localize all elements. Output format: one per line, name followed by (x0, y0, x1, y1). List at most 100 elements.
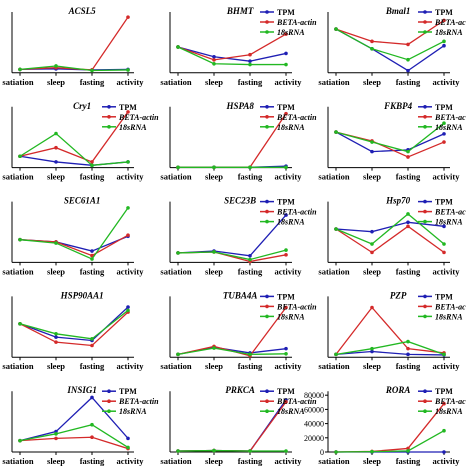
x-tick-label: satiation (160, 266, 191, 276)
chart-panel-cry1: Cry1 satiation sleep fasting activity TPMBETA… (2, 101, 159, 182)
x-tick-label: activity (275, 172, 303, 182)
data-point-18srna (212, 250, 216, 254)
data-point-18srna (248, 352, 252, 357)
data-point-18srna (90, 337, 94, 341)
x-tick-label: sleep (47, 77, 65, 87)
data-point-tpm (442, 450, 446, 454)
x-tick-label: satiation (318, 456, 349, 466)
data-point-18srna (284, 165, 288, 170)
data-point-beta-actin (54, 145, 58, 150)
y-tick-label: 60000 (304, 405, 324, 414)
data-point-18srna (126, 206, 130, 210)
legend-marker (265, 105, 269, 109)
data-point-18srna (248, 165, 252, 170)
x-tick-label: sleep (363, 361, 381, 371)
series-line-tpm (335, 221, 445, 233)
data-point-18srna (370, 449, 374, 454)
series-line-18srna (335, 430, 445, 453)
chart-panel-acsl5: ACSL5 satiation sleep fasting activity (2, 6, 144, 87)
legend-marker (423, 20, 427, 24)
legend-marker (265, 409, 269, 414)
series-line-18srna (19, 309, 129, 340)
legend-marker (423, 389, 427, 394)
series-line-beta-actin (335, 306, 445, 355)
x-tick-label: activity (275, 266, 303, 276)
legend-label: BETA-ac (434, 302, 466, 311)
x-tick-label: activity (275, 456, 303, 466)
series-line-18srna (19, 424, 129, 449)
y-tick-label: 80000 (304, 391, 324, 400)
chart-panel-sec23b: SEC23B satiation sleep fasting activity TPMBE… (160, 196, 317, 277)
data-point-18srna (126, 445, 130, 450)
data-point-beta-actin (442, 18, 446, 23)
chart-panel-hsp70: Hsp70 satiation sleep fasting activity TPMBET… (318, 196, 466, 277)
chart-title: HSP90AA1 (60, 290, 104, 300)
legend-marker (423, 219, 427, 224)
legend-marker (265, 20, 269, 24)
legend-marker (265, 115, 269, 119)
chart-title: PZP (390, 290, 407, 300)
x-tick-label: fasting (396, 77, 421, 87)
x-tick-label: fasting (80, 266, 105, 276)
y-tick-label: 20000 (304, 434, 324, 443)
data-point-tpm (442, 43, 446, 48)
x-tick-label: sleep (363, 77, 381, 87)
x-tick-label: fasting (238, 77, 263, 87)
data-point-18srna (406, 212, 410, 216)
x-tick-label: satiation (318, 361, 349, 371)
legend-label: BETA-ac (434, 397, 466, 406)
series-line-18srna (19, 132, 129, 167)
series-line-tpm (335, 131, 445, 153)
series-line-beta-actin (177, 307, 287, 357)
chart-panel-sec61a1: SEC61A1 satiation sleep fasting activity (2, 196, 144, 277)
data-point-beta-actin (54, 436, 58, 441)
x-tick-label: fasting (238, 172, 263, 182)
series-line-beta-actin (19, 311, 129, 347)
x-tick-label: activity (275, 361, 303, 371)
chart-title: ACSL5 (68, 6, 97, 16)
legend-label: 18sRNA (435, 407, 463, 416)
legend-label: TPM (119, 103, 137, 112)
data-point-18srna (90, 68, 94, 73)
legend-marker (265, 209, 269, 214)
series-line-18srna (177, 249, 287, 261)
x-tick-label: activity (433, 456, 461, 466)
legend-label: TPM (435, 292, 453, 301)
data-point-beta-actin (406, 346, 410, 351)
x-tick-label: sleep (363, 172, 381, 182)
x-tick-label: sleep (205, 172, 223, 182)
legend-label: 18sRNA (277, 407, 305, 416)
legend-marker (423, 10, 427, 14)
legend-marker (423, 209, 427, 214)
chart-title: PRKCA (225, 385, 255, 395)
data-point-tpm (212, 54, 216, 59)
legend-label: TPM (435, 198, 453, 207)
x-tick-label: satiation (160, 77, 191, 87)
legend-marker (423, 409, 427, 414)
data-point-tpm (126, 436, 130, 441)
chart-title: HSPA8 (225, 101, 254, 111)
data-point-18srna (18, 321, 22, 326)
x-tick-label: satiation (318, 172, 349, 182)
data-point-18srna (18, 237, 22, 242)
legend-label: 18sRNA (119, 407, 147, 416)
y-tick-label: 40000 (304, 420, 324, 429)
legend-marker (107, 389, 111, 394)
data-point-tpm (54, 335, 58, 339)
data-point-tpm (370, 149, 374, 154)
legend-marker (107, 399, 111, 404)
x-tick-label: satiation (2, 266, 33, 276)
data-point-18srna (370, 46, 374, 51)
data-point-18srna (406, 449, 410, 453)
series-line-tpm (19, 396, 129, 442)
data-point-18srna (284, 62, 288, 67)
x-tick-label: satiation (318, 266, 349, 276)
legend-label: 18sRNA (277, 123, 305, 132)
chart-title: BHMT (226, 6, 254, 16)
legend-marker (265, 314, 269, 319)
data-point-18srna (248, 257, 252, 262)
legend-label: 18sRNA (277, 28, 305, 37)
x-tick-label: fasting (238, 266, 263, 276)
series-line-tpm (177, 46, 287, 62)
data-point-18srna (126, 160, 130, 164)
